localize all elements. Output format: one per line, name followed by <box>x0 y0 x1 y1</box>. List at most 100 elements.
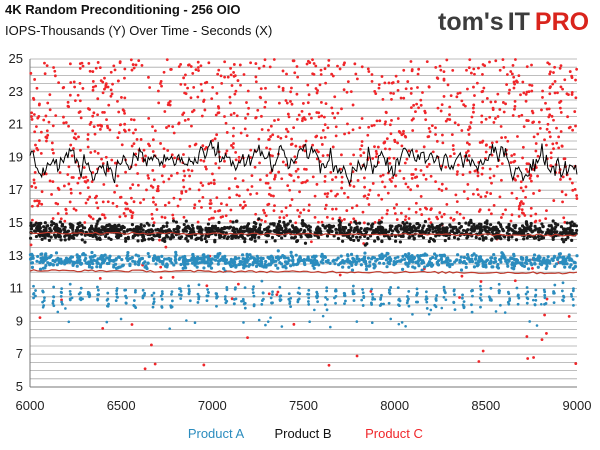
x-tick-label: 7000 <box>198 398 227 413</box>
product-c-point <box>30 111 34 115</box>
product-c-point <box>540 338 544 342</box>
product-a-point <box>361 291 365 295</box>
product-c-point <box>526 170 530 174</box>
product-c-point <box>307 209 311 213</box>
product-b-point <box>301 224 305 228</box>
product-c-point <box>289 174 293 177</box>
product-c-point <box>72 136 76 140</box>
product-c-point <box>541 96 544 99</box>
product-a-point <box>415 287 419 291</box>
product-c-point <box>370 73 374 76</box>
product-c-point <box>410 176 414 180</box>
product-b-point <box>141 235 145 240</box>
product-c-point <box>136 172 140 175</box>
y-tick-label: 23 <box>9 84 23 99</box>
product-c-point <box>416 86 419 89</box>
product-c-point <box>313 194 317 198</box>
product-c-point <box>392 92 395 95</box>
product-c-point <box>466 183 470 186</box>
product-a-point <box>68 289 72 293</box>
product-c-point <box>96 206 100 210</box>
product-a-point <box>563 261 567 265</box>
product-c-point <box>86 145 90 149</box>
product-c-point <box>525 335 529 338</box>
product-b-point <box>482 225 487 229</box>
product-a-point <box>551 258 555 262</box>
product-c-point <box>259 87 263 91</box>
product-c-point <box>294 221 298 225</box>
product-c-point <box>67 182 71 186</box>
product-b-point <box>562 240 566 244</box>
product-c-point <box>39 151 43 155</box>
product-c-point <box>103 76 106 80</box>
product-a-point <box>120 258 124 262</box>
product-a-point <box>234 264 238 268</box>
product-c-point <box>453 121 457 125</box>
product-c-point <box>424 206 427 210</box>
product-c-point <box>379 174 383 178</box>
product-c-point <box>525 167 528 171</box>
product-a-point <box>54 251 59 255</box>
product-b-point <box>331 224 336 228</box>
product-a-point <box>545 261 549 266</box>
product-a-point <box>525 301 529 305</box>
product-c-point <box>284 206 288 210</box>
product-c-point <box>293 71 297 75</box>
product-a-point <box>230 259 234 263</box>
product-a-point <box>271 290 274 294</box>
product-b-point <box>275 225 280 229</box>
product-b-point <box>165 224 169 228</box>
product-c-point <box>492 174 496 178</box>
product-a-point <box>132 299 136 302</box>
product-c-point <box>456 170 459 173</box>
product-c-point <box>380 75 384 78</box>
product-c-point <box>492 121 496 124</box>
product-c-point <box>441 141 445 145</box>
product-a-point <box>442 254 447 258</box>
product-b-point <box>485 221 489 226</box>
product-a-point <box>425 263 430 268</box>
product-c-point <box>123 96 127 100</box>
product-c-point <box>544 101 547 105</box>
product-c-point <box>563 220 567 224</box>
product-c-point <box>370 79 374 83</box>
product-a-point <box>366 256 371 260</box>
product-a-point <box>371 297 374 301</box>
product-c-point <box>191 72 195 75</box>
product-c-point <box>463 104 467 108</box>
product-c-point <box>201 184 205 187</box>
product-a-point <box>346 253 350 257</box>
product-a-point <box>343 294 347 298</box>
product-c-point <box>390 118 393 122</box>
product-a-point <box>289 254 294 258</box>
product-b-point <box>531 229 535 233</box>
product-c-point <box>160 84 163 88</box>
product-c-point <box>568 70 572 73</box>
product-c-point <box>414 110 417 114</box>
product-c-point <box>253 165 257 169</box>
product-c-point <box>277 101 281 105</box>
product-c-point <box>553 65 557 69</box>
product-b-point <box>250 230 255 234</box>
product-a-point <box>86 290 90 294</box>
product-c-point <box>549 85 552 89</box>
product-c-point <box>552 71 555 74</box>
logo-part-1: tom's <box>438 8 504 36</box>
product-c-point <box>398 169 402 173</box>
product-c-point <box>526 357 530 360</box>
product-a-point <box>512 258 517 262</box>
product-c-point <box>298 190 301 194</box>
product-c-point <box>419 169 423 172</box>
product-c-point <box>215 196 219 200</box>
product-c-point <box>293 155 297 159</box>
product-a-point <box>266 320 270 323</box>
product-a-point <box>44 263 48 268</box>
product-b-point <box>337 223 341 227</box>
product-c-point <box>324 102 328 106</box>
x-tick-label: 8500 <box>471 398 500 413</box>
product-c-point <box>202 363 206 367</box>
product-c-point <box>331 111 335 115</box>
product-a-point <box>503 311 507 314</box>
product-c-point <box>314 87 318 90</box>
product-a-point <box>59 290 63 294</box>
